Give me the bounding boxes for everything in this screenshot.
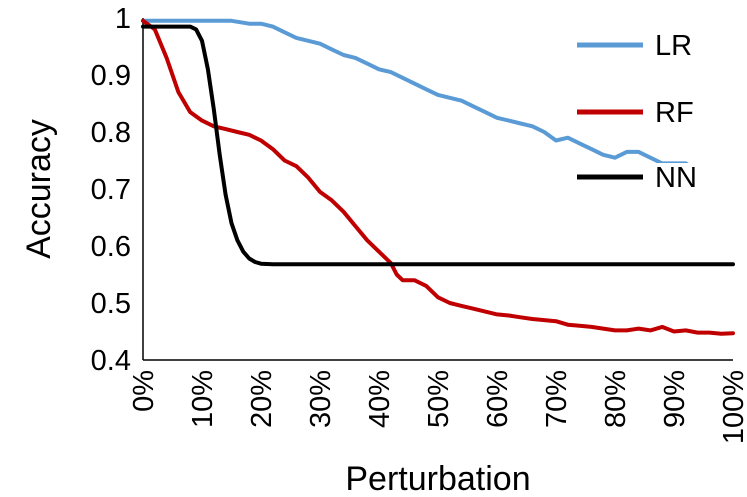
- series-line-lr: [141, 18, 735, 183]
- x-tick-label: 40%: [364, 370, 396, 428]
- x-tick-label: 100%: [718, 370, 747, 444]
- x-axis-title: Perturbation: [345, 460, 530, 497]
- y-tick-label: 0.8: [91, 117, 131, 149]
- legend-label-lr: LR: [655, 30, 692, 62]
- y-tick-label: 0.7: [91, 174, 131, 206]
- y-tick-label: 1: [115, 3, 131, 35]
- legend-label-nn: NN: [655, 162, 697, 194]
- series-line-rf: [141, 18, 735, 336]
- series-line-nn: [141, 24, 735, 267]
- x-tick-label: 30%: [305, 370, 337, 428]
- series-lines: [141, 18, 735, 336]
- x-tick-label: 20%: [246, 370, 278, 428]
- x-tick-label: 70%: [541, 370, 573, 428]
- y-tick-label: 0.9: [91, 60, 131, 92]
- x-tick-labels: 0% 10% 20% 30% 40% 50% 60% 70% 80% 90% 100%: [128, 370, 747, 444]
- y-axis-title: Accuracy: [20, 119, 58, 259]
- legend: LR RF NN: [568, 30, 744, 194]
- x-tick-label: 90%: [659, 370, 691, 428]
- x-tick-label: 0%: [128, 370, 160, 412]
- x-tick-label: 10%: [187, 370, 219, 428]
- y-tick-labels: 0.4 0.5 0.6 0.7 0.8 0.9 1: [91, 3, 131, 377]
- y-tick-label: 0.6: [91, 231, 131, 263]
- x-tick-label: 50%: [423, 370, 455, 428]
- x-tick-label: 80%: [600, 370, 632, 428]
- legend-label-rf: RF: [655, 97, 694, 129]
- x-tick-label: 60%: [482, 370, 514, 428]
- y-tick-label: 0.5: [91, 288, 131, 320]
- y-tick-label: 0.4: [91, 345, 131, 377]
- axes: [142, 18, 733, 361]
